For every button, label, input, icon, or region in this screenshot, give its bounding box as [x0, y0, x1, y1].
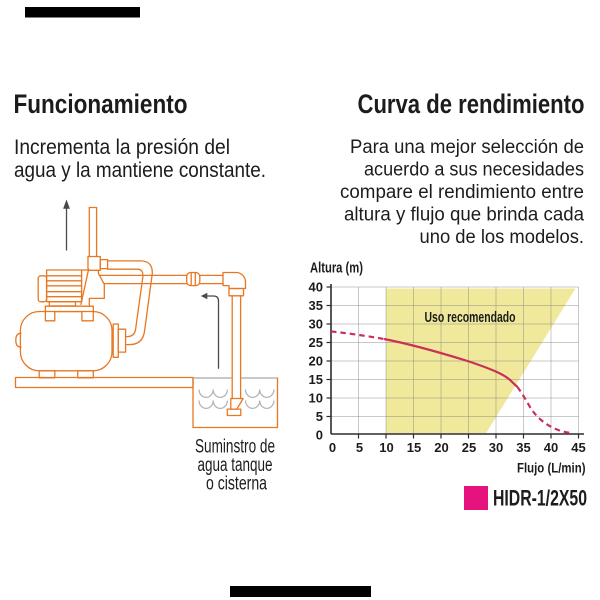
svg-text:0: 0 [329, 440, 336, 455]
svg-text:10: 10 [379, 440, 393, 455]
svg-text:Funcionamiento: Funcionamiento [14, 89, 188, 119]
svg-text:45: 45 [571, 440, 585, 455]
svg-text:10: 10 [309, 391, 323, 406]
svg-text:40: 40 [309, 280, 323, 295]
svg-text:o cisterna: o cisterna [206, 474, 267, 495]
svg-text:5: 5 [316, 409, 323, 424]
svg-text:Altura (m): Altura (m) [310, 261, 363, 277]
svg-text:uno de los modelos.: uno de los modelos. [420, 227, 585, 248]
svg-text:Incrementa la presión del: Incrementa la presión del [14, 136, 230, 159]
svg-text:Flujo (L/min): Flujo (L/min) [517, 460, 586, 476]
svg-text:25: 25 [309, 335, 323, 350]
svg-text:5: 5 [356, 440, 363, 455]
svg-text:Para una mejor selección de: Para una mejor selección de [350, 137, 584, 158]
svg-text:15: 15 [407, 440, 421, 455]
svg-text:Suminstro de: Suminstro de [195, 436, 275, 457]
svg-text:Curva de rendimiento: Curva de rendimiento [358, 89, 585, 119]
svg-text:acuerdo a sus necesidades: acuerdo a sus necesidades [364, 160, 584, 181]
svg-text:HIDR-1/2X50: HIDR-1/2X50 [493, 486, 587, 511]
svg-text:20: 20 [434, 440, 448, 455]
svg-text:30: 30 [309, 317, 323, 332]
svg-text:agua y la mantiene constante.: agua y la mantiene constante. [14, 159, 266, 182]
svg-text:35: 35 [516, 440, 530, 455]
svg-text:25: 25 [462, 440, 476, 455]
svg-text:15: 15 [309, 372, 323, 387]
svg-text:agua tanque: agua tanque [198, 455, 273, 476]
svg-text:0: 0 [316, 428, 323, 443]
svg-text:20: 20 [309, 354, 323, 369]
svg-text:compare el rendimiento entre: compare el rendimiento entre [340, 182, 584, 203]
svg-text:40: 40 [544, 440, 558, 455]
svg-text:30: 30 [489, 440, 503, 455]
svg-text:35: 35 [309, 298, 323, 313]
svg-text:altura y flujo que brinda cada: altura y flujo que brinda cada [344, 205, 584, 226]
svg-text:Uso recomendado: Uso recomendado [425, 309, 516, 326]
